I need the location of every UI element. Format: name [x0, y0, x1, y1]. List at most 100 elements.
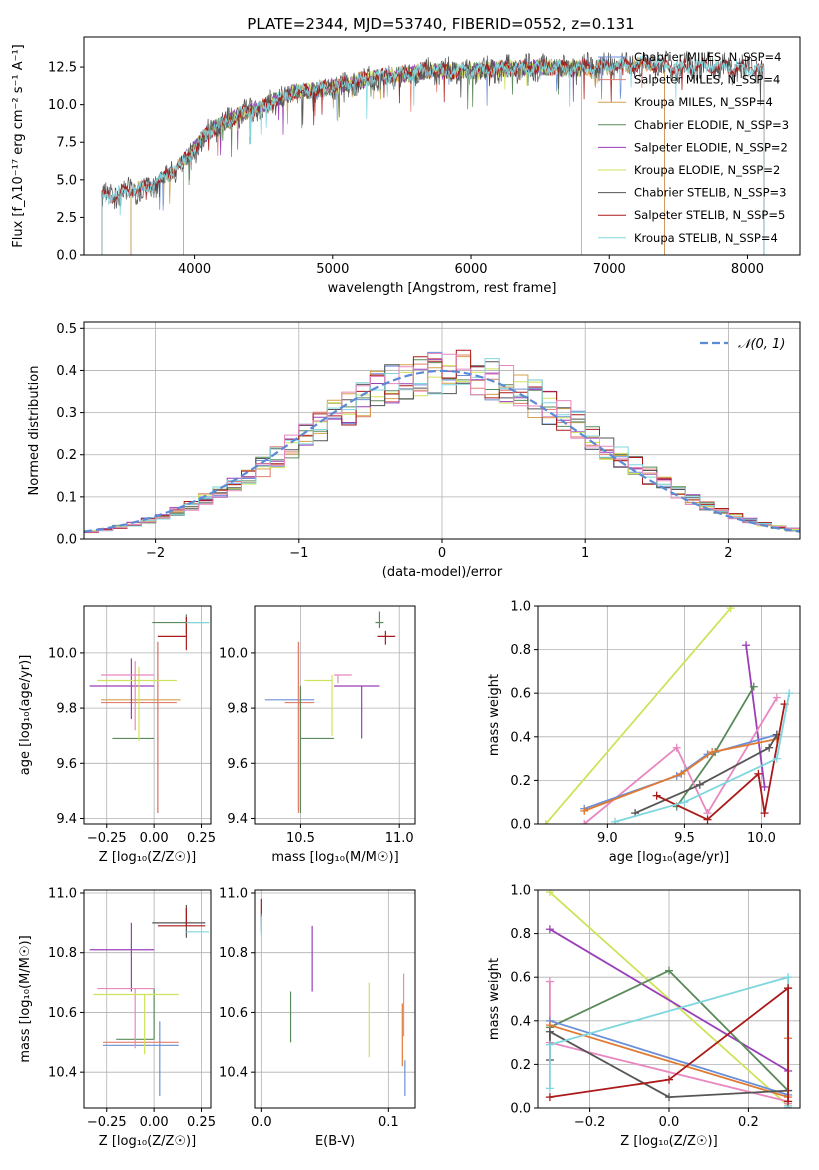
weight-marker [545, 1084, 554, 1093]
y-tick-label: 12.5 [48, 61, 77, 76]
weight-marker [784, 1097, 793, 1106]
y-tick-label: 9.4 [227, 812, 248, 827]
data-point [264, 641, 315, 811]
y-tick-label: 10.0 [48, 98, 77, 113]
x-axis-label: age [log₁₀(age/yr)] [609, 850, 730, 865]
y-tick-label: 9.8 [227, 702, 248, 717]
weight-marker [545, 925, 554, 934]
x-tick-label: 2 [724, 546, 732, 561]
x-tick-label: 9.0 [597, 831, 618, 846]
age_vs_mass-panel: 10.5 11.0 9.4 9.6 9.8 10.0 mass [log₁₀(M/M☉)] [219, 605, 416, 865]
x-tick-label: 0.0 [251, 1115, 272, 1130]
legend-entry: Salpeter ELODIE, N_SSP=2 [634, 140, 788, 154]
x-tick-label: −0.25 [87, 831, 127, 846]
y-tick-label: 9.6 [56, 757, 77, 772]
legend-entry: Kroupa STELIB, N_SSP=4 [634, 231, 778, 245]
weight_vs_Z-panel: −0.2 0.0 0.2 0.0 0.2 0.4 0.6 0.8 1.0 Z [log₁₀(Z/Z… [487, 884, 801, 1149]
x-tick-label: 9.5 [674, 831, 695, 846]
x-tick-label: −0.2 [574, 1115, 606, 1130]
weight-marker [611, 817, 620, 824]
x-axis-label: (data-model)/error [382, 565, 503, 580]
y-tick-label: 10.0 [219, 646, 248, 661]
x-tick-label: 10.5 [286, 831, 315, 846]
y-tick-label: 10.4 [219, 1066, 248, 1081]
residuals-plot-area [84, 349, 800, 539]
y-tick-label: 0.0 [56, 533, 77, 548]
mass_vs_Z-plot-area [89, 904, 210, 1097]
y-tick-label: 10.8 [219, 946, 248, 961]
y-tick-label: 0.0 [510, 1102, 531, 1117]
x-axis-label: Z [log₁₀(Z/Z☉)] [620, 1134, 717, 1149]
y-tick-label: 9.4 [56, 812, 77, 827]
weight-series-line [549, 928, 789, 1072]
data-point [93, 993, 179, 1055]
weight-marker [695, 780, 704, 789]
axes-frame [83, 889, 212, 1109]
weight-marker [760, 809, 769, 818]
y-axis-label: age [log₁₀(age/yr)] [18, 655, 33, 776]
x-tick-label: −2 [146, 546, 165, 561]
legend-entry: Chabrier MILES, N_SSP=4 [634, 50, 781, 64]
x-tick-label: 11.0 [385, 831, 414, 846]
y-tick-label: 0.2 [56, 448, 77, 463]
age_vs_Z-plot-area [89, 614, 210, 813]
y-tick-label: 11.0 [48, 886, 77, 901]
weight_vs_age-panel: 9.0 9.5 10.0 0.0 0.2 0.4 0.6 0.8 1.0 age [log₁₀(a… [487, 600, 801, 865]
y-tick-label: 0.1 [56, 490, 77, 505]
y-axis-label: mass weight [487, 958, 502, 1040]
x-tick-label: 6000 [454, 262, 487, 277]
y-tick-label: 0.8 [510, 927, 531, 942]
data-point [89, 922, 155, 992]
weight-series-line [549, 986, 789, 1102]
axes-frame [83, 605, 212, 825]
weight-marker [652, 791, 661, 800]
normal-curve [84, 369, 800, 533]
x-axis-label: Z [log₁₀(Z/Z☉)] [99, 850, 196, 865]
y-tick-label: 10.8 [48, 946, 77, 961]
data-point [89, 658, 155, 720]
y-tick-label: 0.6 [510, 971, 531, 986]
weight-series-line [614, 693, 791, 823]
x-tick-label: 1 [581, 546, 589, 561]
data-point [334, 674, 352, 684]
y-tick-label: 0.4 [510, 1014, 531, 1029]
weight-marker [672, 743, 681, 752]
y-tick-label: 5.0 [56, 173, 77, 188]
y-tick-label: 9.6 [227, 757, 248, 772]
x-tick-label: 0.2 [738, 1115, 759, 1130]
weight-marker [784, 973, 793, 982]
weight-marker [760, 782, 769, 791]
figure-title: PLATE=2344, MJD=53740, FIBERID=0552, z=0… [247, 15, 634, 33]
y-tick-label: 0.6 [510, 687, 531, 702]
weight-marker [784, 984, 793, 993]
weight-series-line [656, 703, 786, 821]
weight_vs_Z-plot-area [545, 890, 793, 1108]
weight-marker [665, 966, 673, 975]
y-tick-label: 0.0 [56, 249, 77, 264]
x-axis-label: Z [log₁₀(Z/Z☉)] [99, 1134, 196, 1149]
weight-marker [754, 769, 763, 778]
weight-marker [545, 1040, 554, 1049]
x-tick-label: 0.00 [140, 1115, 169, 1130]
weight-series-line [549, 891, 789, 1107]
y-axis-label: Normed distribution [27, 366, 42, 496]
legend-entry: Chabrier STELIB, N_SSP=3 [634, 186, 786, 200]
weight-marker [545, 1093, 554, 1102]
y-tick-label: 0.3 [56, 406, 77, 421]
weight-marker [545, 890, 554, 897]
x-tick-label: 0.0 [659, 1115, 680, 1130]
legend-entry: 𝒩(0, 1) [738, 337, 785, 352]
data-point [334, 685, 380, 739]
y-tick-label: 10.0 [48, 646, 77, 661]
weight-series-line [545, 607, 732, 824]
y-tick-label: 10.6 [219, 1006, 248, 1021]
y-tick-label: 0.2 [510, 1058, 531, 1073]
histogram-series [84, 353, 800, 539]
legend-entry: Salpeter STELIB, N_SSP=5 [634, 208, 785, 222]
weight-marker [677, 769, 686, 778]
axes-frame [254, 605, 416, 825]
x-axis-label: wavelength [Angstrom, rest frame] [328, 281, 557, 296]
weight-marker [545, 977, 554, 986]
weight-marker [742, 641, 751, 650]
